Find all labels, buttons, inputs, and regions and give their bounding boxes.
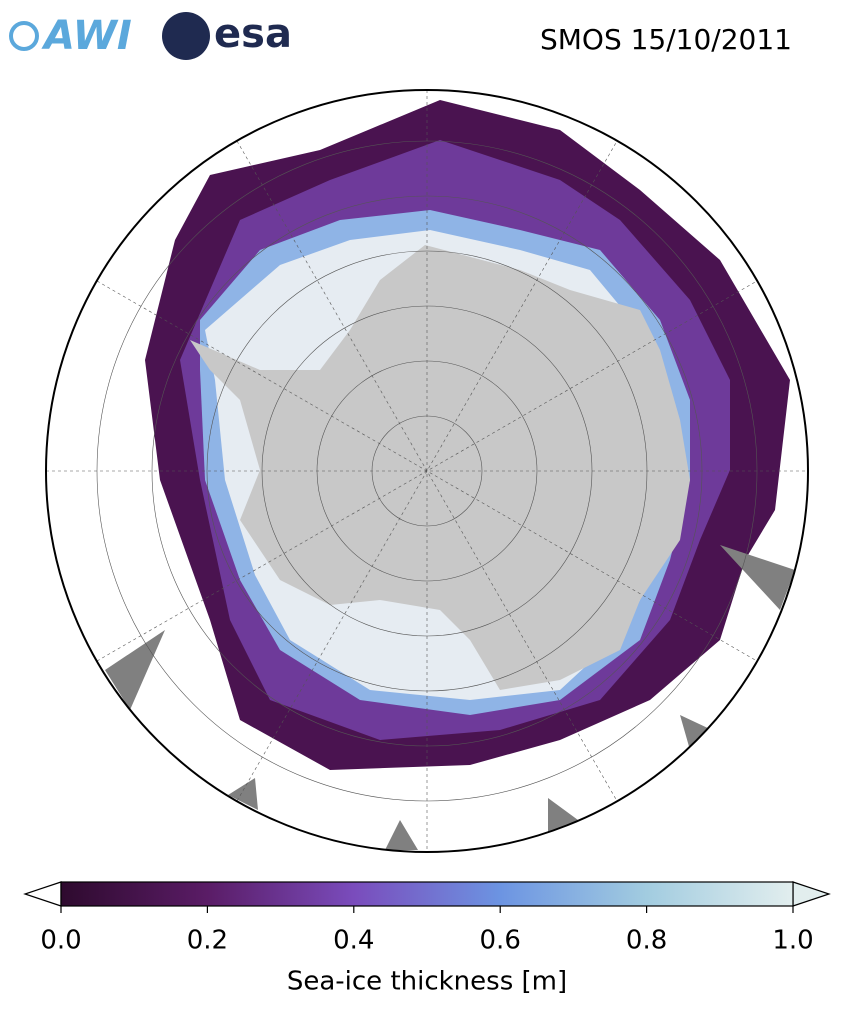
colorbar-extension-low: [23, 881, 62, 907]
colorbar-gradient: [60, 881, 794, 907]
colorbar-tick-label: 1.0: [772, 926, 813, 956]
colorbar-tick-label: 0.4: [333, 926, 374, 956]
logo-esa: esa: [162, 11, 292, 60]
logo-text: esa: [214, 11, 292, 57]
logo-mark: [162, 12, 210, 60]
logo-mark: [9, 21, 39, 51]
colorbar: 0.0 0.2 0.4 0.6 0.8 1.0: [23, 881, 831, 956]
colorbar-extension-high: [792, 881, 831, 907]
logo-text: AWI: [41, 13, 132, 59]
colorbar-tick-label: 0.2: [187, 926, 228, 956]
map-frame: [45, 89, 809, 853]
colorbar-tick-label: 0.0: [40, 926, 81, 956]
logo-awi: AWI: [9, 13, 132, 59]
graticule: [46, 90, 808, 852]
colorbar-tick-label: 0.8: [626, 926, 667, 956]
colorbar-label: Sea-ice thickness [m]: [287, 967, 567, 997]
antarctica: [190, 245, 690, 690]
colorbar-tick-label: 0.6: [480, 926, 521, 956]
title: SMOS 15/10/2011: [540, 23, 792, 56]
map: [46, 90, 808, 852]
